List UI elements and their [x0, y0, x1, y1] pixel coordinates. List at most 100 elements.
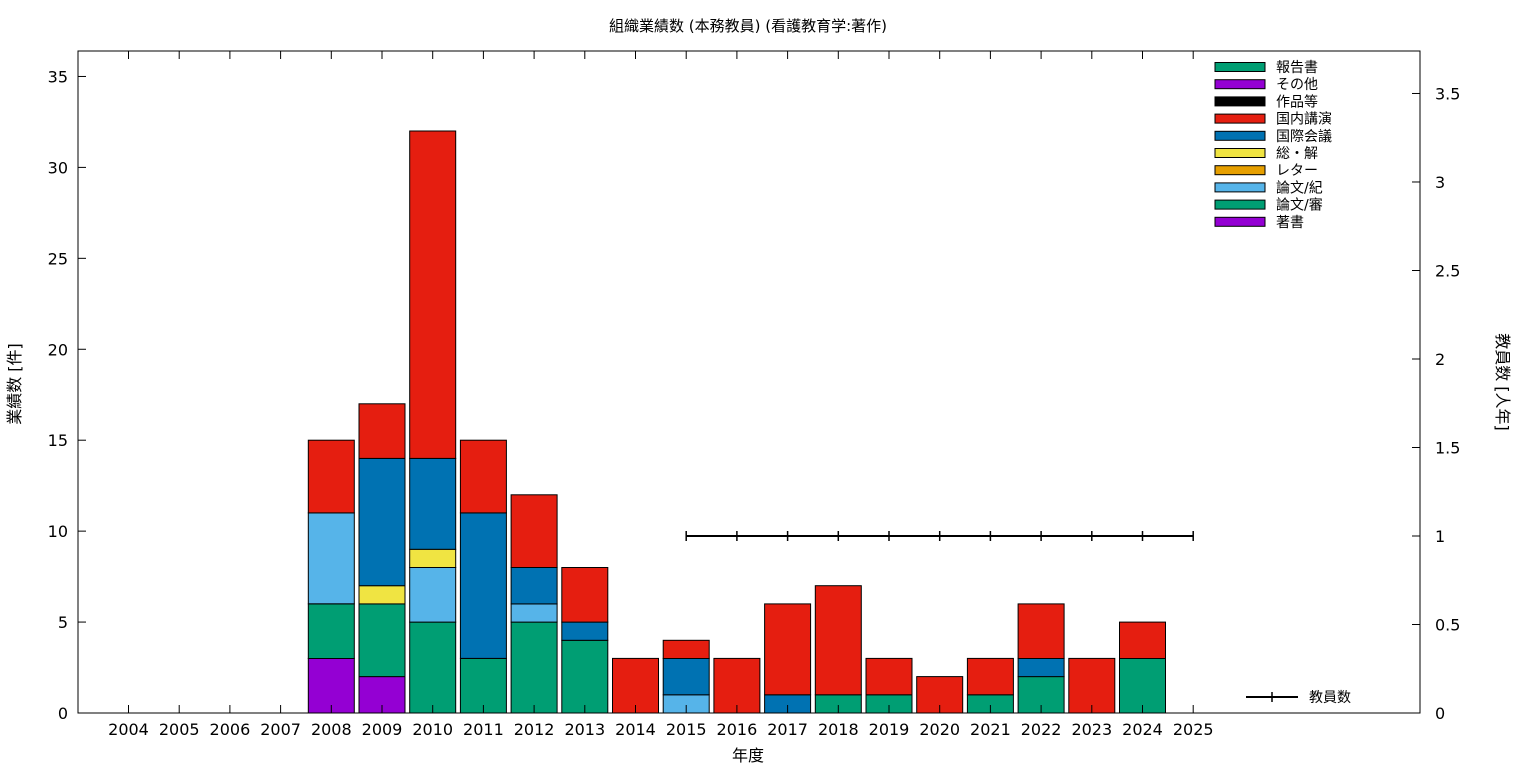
bar-segment [409, 621, 457, 714]
legend-label: その他 [1276, 77, 1318, 93]
legend-label: 論文/紀 [1276, 180, 1323, 196]
bar-segment [764, 603, 812, 696]
bar-segment [510, 494, 558, 568]
y2-tick-label: 1 [1435, 527, 1445, 546]
y2-tick-label: 3 [1435, 173, 1445, 192]
y-tick-label: 10 [48, 522, 68, 541]
bar-segment [307, 439, 355, 514]
y-axis-title: 業績数 [件] [5, 343, 24, 425]
bar-segment [561, 621, 609, 641]
x-tick-label: 2019 [869, 720, 910, 739]
bar-segment [307, 603, 355, 660]
chart-title: 組織業績数 (本務教員) (看護教育学:著作) [609, 17, 887, 35]
y-tick-label: 5 [58, 613, 68, 632]
x-tick-label: 2004 [108, 720, 149, 739]
legend-label: 論文/審 [1276, 198, 1323, 214]
bar-segment [358, 585, 406, 605]
bar-segment [409, 457, 457, 550]
legend-swatch [1214, 79, 1266, 90]
y2-tick-label: 0.5 [1435, 615, 1460, 634]
y2-tick-label: 2 [1435, 350, 1445, 369]
legend-label: 著書 [1276, 215, 1304, 231]
x-tick-label: 2005 [159, 720, 200, 739]
y2-tick-label: 0 [1435, 704, 1445, 723]
legend-label: 国内講演 [1276, 112, 1332, 128]
y-tick-label: 30 [48, 158, 68, 177]
bars-layer [307, 130, 1166, 714]
x-tick-label: 2008 [311, 720, 352, 739]
legend-label: 報告書 [1276, 60, 1318, 76]
legend-swatch [1214, 62, 1266, 72]
legend-swatch [1214, 113, 1266, 124]
x-tick-label: 2025 [1173, 720, 1214, 739]
legend-swatch [1214, 216, 1266, 227]
legend-swatch [1214, 96, 1266, 107]
bar-segment [510, 567, 558, 605]
bar-segment [865, 657, 913, 696]
bar-segment [561, 639, 609, 714]
bar-segment [510, 603, 558, 623]
legend-swatch [1214, 148, 1266, 158]
legend-line-label: 教員数 [1309, 690, 1351, 706]
legend-label: 総・解 [1276, 146, 1318, 162]
y2-tick-label: 3.5 [1435, 84, 1460, 103]
x-tick-label: 2013 [564, 720, 605, 739]
bar-segment [1119, 657, 1166, 714]
x-tick-label: 2020 [919, 720, 960, 739]
x-tick-label: 2011 [463, 720, 504, 739]
bar-segment [307, 512, 355, 605]
legend-swatch [1214, 165, 1266, 176]
y2-tick-label: 2.5 [1435, 261, 1460, 280]
x-tick-label: 2012 [514, 720, 555, 739]
bar-segment [662, 657, 710, 696]
bar-segment [1017, 603, 1065, 660]
bar-segment [612, 657, 659, 714]
legend-swatch [1214, 199, 1266, 210]
line-layer [685, 530, 1194, 541]
x-tick-label: 2017 [767, 720, 808, 739]
legend-label: 国際会議 [1276, 128, 1332, 145]
bar-segment [1068, 657, 1116, 714]
bar-segment [1119, 621, 1166, 659]
bar-segment [459, 512, 507, 659]
y-tick-label: 20 [48, 340, 68, 359]
x-tick-label: 2024 [1122, 720, 1163, 739]
x-tick-label: 2007 [260, 720, 301, 739]
bar-segment [713, 657, 761, 714]
x-tick-label: 2010 [412, 720, 453, 739]
bar-segment [358, 457, 406, 587]
bar-segment [662, 639, 710, 659]
plot-frame [77, 50, 1421, 714]
y-tick-label: 25 [48, 249, 68, 268]
bar-segment [1017, 657, 1065, 678]
legend-label: 作品等 [1276, 93, 1318, 110]
bar-segment [358, 403, 406, 459]
y-tick-label: 0 [58, 704, 68, 723]
x-tick-label: 2009 [362, 720, 403, 739]
x-axis-title: 年度 [732, 746, 764, 765]
x-tick-label: 2006 [210, 720, 251, 739]
bar-segment [561, 567, 609, 623]
y-tick-label: 15 [48, 431, 68, 450]
x-tick-label: 2016 [717, 720, 758, 739]
legend-swatch [1214, 182, 1266, 193]
x-tick-label: 2023 [1071, 720, 1112, 739]
y2-tick-label: 1.5 [1435, 438, 1460, 457]
bar-segment [358, 603, 406, 678]
bar-segment [459, 439, 507, 514]
legend-label: レター [1276, 163, 1318, 179]
bar-segment [510, 621, 558, 714]
x-tick-label: 2022 [1021, 720, 1062, 739]
bar-segment [307, 657, 355, 714]
bar-segment [409, 567, 457, 623]
x-tick-label: 2015 [666, 720, 707, 739]
x-tick-label: 2021 [970, 720, 1011, 739]
bar-segment [966, 657, 1014, 696]
bar-segment [459, 657, 507, 714]
y2-axis-title: 教員数 [人年] [1493, 333, 1512, 431]
legend-swatch [1214, 130, 1266, 141]
bar-segment [409, 548, 457, 568]
